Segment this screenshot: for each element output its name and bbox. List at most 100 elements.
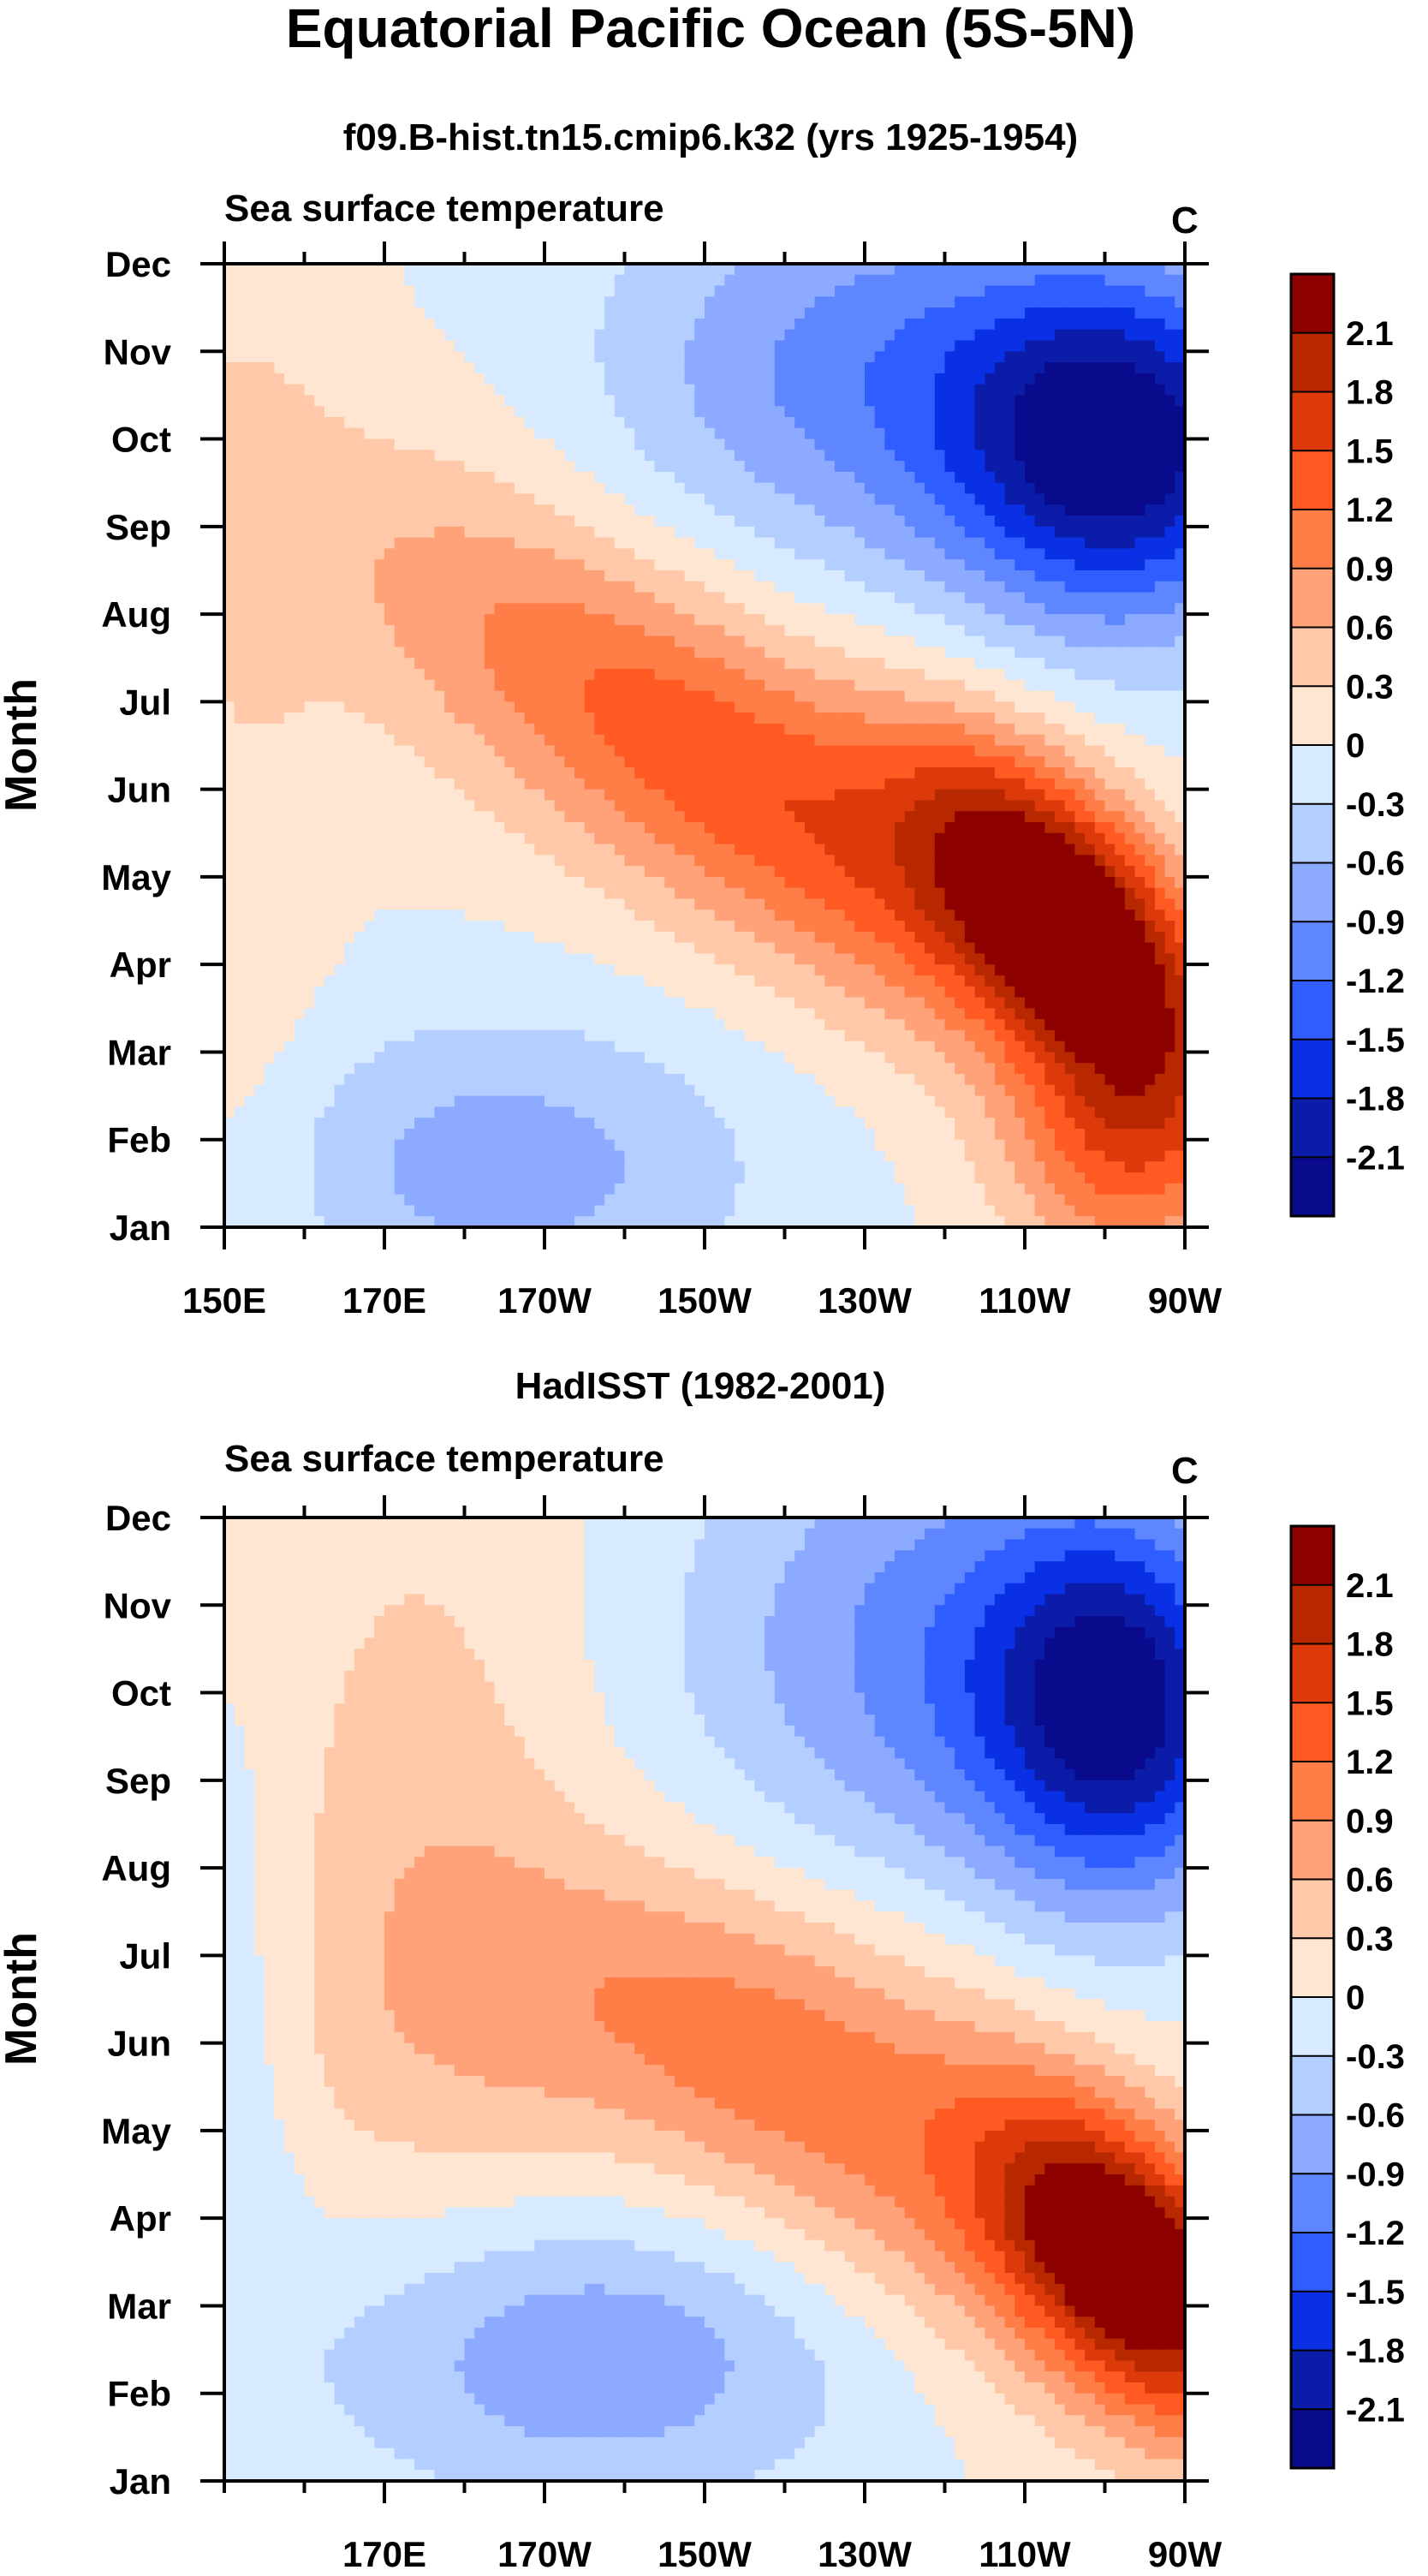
contour-cell <box>784 767 795 779</box>
contour-cell <box>534 756 545 768</box>
contour-cell <box>684 647 695 659</box>
contour-cell <box>524 603 535 615</box>
contour-cell <box>1154 811 1166 823</box>
contour-cell <box>364 647 375 659</box>
contour-cell <box>854 526 866 539</box>
contour-cell <box>705 690 716 702</box>
contour-cell <box>765 264 776 276</box>
contour-cell <box>865 493 876 505</box>
contour-cell <box>264 329 276 342</box>
contour-cell <box>424 340 436 352</box>
contour-cell <box>1145 395 1156 407</box>
contour-cell <box>1124 406 1136 418</box>
contour-cell <box>1064 614 1076 626</box>
contour-cell <box>574 504 586 516</box>
contour-cell <box>884 569 895 582</box>
contour-cell <box>994 296 1006 308</box>
contour-cell <box>1044 395 1056 407</box>
contour-cell <box>554 537 565 549</box>
contour-cell <box>644 450 656 462</box>
contour-cell <box>944 647 955 659</box>
contour-cell <box>384 504 396 516</box>
contour-cell <box>1115 264 1126 276</box>
contour-cell <box>594 778 605 790</box>
contour-cell <box>444 493 455 505</box>
contour-cell <box>1034 647 1045 659</box>
contour-cell <box>784 778 795 790</box>
contour-cell <box>644 482 656 495</box>
contour-cell <box>774 526 786 539</box>
contour-cell <box>735 548 746 560</box>
contour-cell <box>974 635 985 648</box>
contour-cell <box>634 318 646 331</box>
contour-cell <box>304 635 315 648</box>
contour-cell <box>604 438 616 450</box>
contour-cell <box>765 384 776 397</box>
contour-cell <box>464 450 475 462</box>
contour-cell <box>1094 679 1106 692</box>
contour-cell <box>674 767 686 779</box>
contour-cell <box>414 614 425 626</box>
contour-cell <box>735 592 746 604</box>
contour-cell <box>544 658 556 670</box>
contour-cell <box>1044 821 1056 834</box>
contour-cell <box>334 658 345 670</box>
contour-cell <box>1145 701 1156 713</box>
contour-cell <box>504 482 515 495</box>
contour-cell <box>1124 624 1136 637</box>
contour-cell <box>1094 406 1106 418</box>
contour-cell <box>1115 723 1126 736</box>
contour-cell <box>844 450 855 462</box>
contour-cell <box>604 318 616 331</box>
contour-cell <box>254 274 265 287</box>
contour-cell <box>974 516 985 528</box>
contour-cell <box>644 516 656 528</box>
contour-cell <box>684 493 695 505</box>
contour-cell <box>904 516 916 528</box>
contour-cell <box>724 537 735 549</box>
contour-cell <box>955 811 966 823</box>
contour-cell <box>544 537 556 549</box>
contour-cell <box>1074 647 1086 659</box>
contour-cell <box>504 624 515 637</box>
contour-cell <box>474 701 485 713</box>
contour-cell <box>484 789 496 802</box>
contour-cell <box>1025 493 1036 505</box>
contour-cell <box>684 395 695 407</box>
contour-cell <box>434 603 445 615</box>
contour-cell <box>384 264 396 276</box>
contour-cell <box>774 658 786 670</box>
contour-cell <box>974 624 985 637</box>
contour-cell <box>824 461 836 473</box>
contour-cell <box>854 581 866 593</box>
contour-cell <box>284 811 295 823</box>
contour-cell <box>304 384 315 397</box>
contour-cell <box>364 329 375 342</box>
contour-cell <box>314 690 325 702</box>
contour-cell <box>1074 723 1086 736</box>
contour-cell <box>224 603 235 615</box>
contour-cell <box>895 416 906 429</box>
contour-cell <box>934 658 946 670</box>
contour-cell <box>884 351 895 363</box>
contour-cell <box>1104 800 1116 812</box>
contour-cell <box>454 559 466 571</box>
contour-cell <box>1115 307 1126 319</box>
contour-cell <box>474 635 485 648</box>
contour-cell <box>854 548 866 560</box>
contour-cell <box>384 778 396 790</box>
contour-cell <box>1044 669 1056 681</box>
contour-cell <box>244 482 255 495</box>
contour-cell <box>424 307 436 319</box>
contour-cell <box>1025 537 1036 549</box>
contour-cell <box>1164 569 1175 582</box>
contour-cell <box>384 285 396 297</box>
contour-cell <box>944 351 955 363</box>
contour-cell <box>1014 658 1026 670</box>
contour-cell <box>744 679 756 692</box>
contour-cell <box>1154 745 1166 757</box>
contour-cell <box>404 351 415 363</box>
contour-cell <box>824 351 836 363</box>
contour-cell <box>985 285 996 297</box>
contour-cell <box>404 658 415 670</box>
